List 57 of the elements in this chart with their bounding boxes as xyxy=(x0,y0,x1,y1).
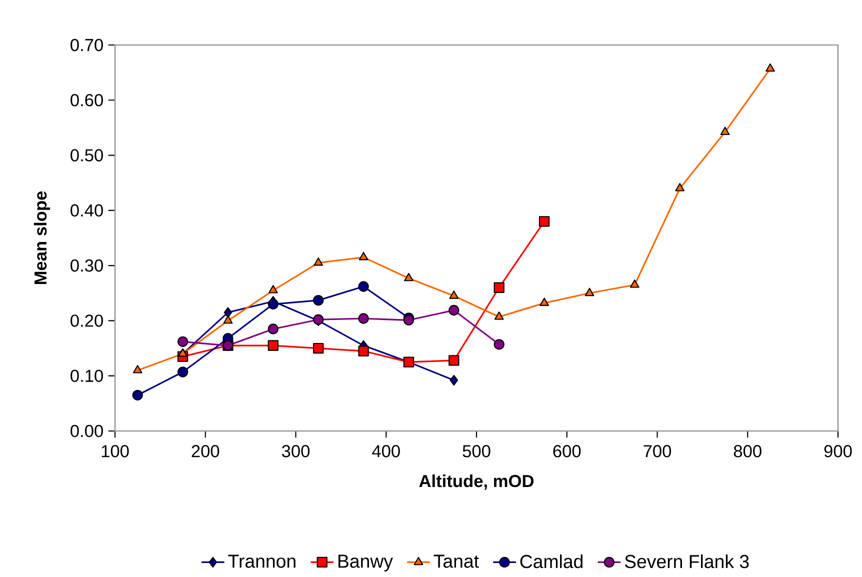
y-tick-label: 0.40 xyxy=(70,204,103,217)
y-tick-label: 0.50 xyxy=(70,149,103,162)
point xyxy=(494,339,504,350)
legend-label: Tanat xyxy=(434,554,479,568)
point xyxy=(450,374,458,386)
x-tick-label: 500 xyxy=(462,445,490,458)
point xyxy=(358,313,369,324)
point xyxy=(358,346,369,356)
x-tick-label: 400 xyxy=(372,445,400,458)
point xyxy=(538,216,550,227)
point xyxy=(404,272,414,282)
point xyxy=(132,364,142,374)
point xyxy=(766,63,775,72)
point xyxy=(449,290,459,299)
x-tick-label: 600 xyxy=(553,445,581,458)
point xyxy=(223,315,233,324)
legend-label: Banwy xyxy=(338,554,393,572)
x-axis-title: Altitude, mOD xyxy=(419,474,534,490)
x-tick-label: 300 xyxy=(282,445,310,458)
point xyxy=(268,285,278,294)
point xyxy=(540,298,549,306)
point xyxy=(268,324,278,334)
y-tick-label: 0.70 xyxy=(70,38,103,52)
y-tick-label: 0.60 xyxy=(70,94,103,106)
x-tick-label: 200 xyxy=(192,445,220,458)
point xyxy=(313,342,324,354)
x-tick-label: 800 xyxy=(734,445,762,458)
point xyxy=(584,288,594,296)
point xyxy=(720,126,730,136)
point xyxy=(675,183,685,192)
y-axis-title: Mean slope xyxy=(34,191,50,284)
point xyxy=(448,355,460,366)
legend-label: Severn Flank 3 xyxy=(624,554,749,568)
legend-label: Trannon xyxy=(228,554,296,568)
point xyxy=(494,312,504,320)
point xyxy=(224,307,232,318)
point xyxy=(177,336,188,347)
point xyxy=(358,252,368,260)
point xyxy=(313,294,324,306)
x-tick-label: 900 xyxy=(824,445,852,458)
point xyxy=(268,340,278,351)
x-tick-label: 700 xyxy=(644,445,672,458)
point xyxy=(132,390,143,400)
point xyxy=(358,281,369,292)
point xyxy=(448,304,460,316)
x-tick-label: 100 xyxy=(102,445,129,458)
y-tick-label: 0.10 xyxy=(70,370,103,382)
point xyxy=(494,282,504,293)
point xyxy=(268,298,278,310)
point xyxy=(314,257,324,266)
y-tick-label: 0.00 xyxy=(70,424,103,438)
point xyxy=(630,280,640,288)
legend-label: Camlad xyxy=(520,554,582,568)
y-tick-label: 0.30 xyxy=(70,259,103,272)
y-tick-label: 0.20 xyxy=(70,314,103,327)
point xyxy=(177,366,188,378)
point xyxy=(178,348,188,357)
